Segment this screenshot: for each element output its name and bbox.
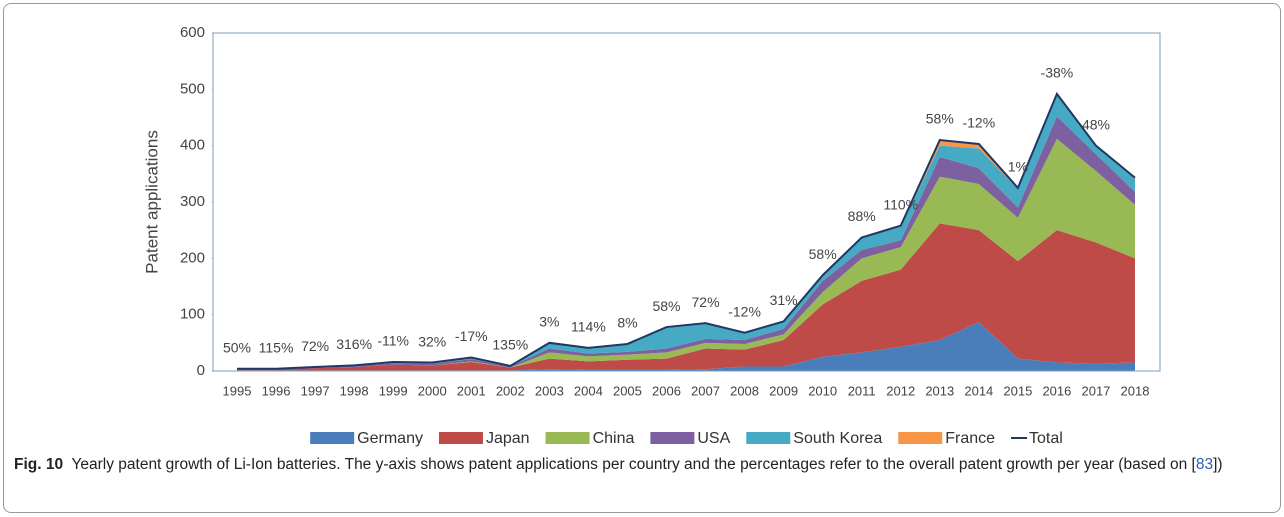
x-tick-label: 2015	[1003, 383, 1032, 398]
legend-label: China	[593, 430, 635, 447]
growth-label: -17%	[455, 328, 488, 344]
x-tick-label: 2016	[1042, 383, 1071, 398]
y-tick-label: 500	[180, 80, 205, 97]
growth-label: 1%	[1008, 159, 1028, 175]
x-tick-label: 2013	[925, 383, 954, 398]
x-tick-label: 2010	[808, 383, 837, 398]
frame	[3, 3, 1281, 513]
legend-label: South Korea	[793, 430, 882, 447]
growth-label: 316%	[336, 336, 372, 352]
growth-label: 114%	[571, 319, 606, 335]
legend-swatch	[545, 432, 590, 444]
caption-ref[interactable]: 83	[1195, 456, 1214, 473]
legend-label: Japan	[486, 430, 530, 447]
y-tick-label: 400	[180, 137, 205, 154]
total-line	[237, 91, 1136, 370]
area	[237, 321, 1135, 371]
x-tick-label: 1996	[262, 383, 291, 398]
growth-label: -38%	[1041, 65, 1074, 81]
x-tick-label: 1997	[301, 383, 330, 398]
caption-label: Fig. 10	[14, 456, 64, 473]
caption: Fig. 10 Yearly patent growth of Li-Ion b…	[14, 453, 1269, 477]
y-axis-label: Patent applications	[142, 130, 161, 274]
y-tick-label: 200	[180, 249, 205, 266]
growth-label: 32%	[418, 333, 446, 349]
x-tick-label: 2000	[418, 383, 447, 398]
growth-label: 72%	[692, 294, 720, 310]
growth-label: 31%	[770, 292, 798, 308]
x-tick-label: 2014	[964, 383, 993, 398]
x-tick-label: 1995	[223, 383, 252, 398]
legend-label: Germany	[357, 430, 423, 447]
y-tick-label: 0	[197, 362, 205, 379]
growth-label: 88%	[848, 208, 876, 224]
x-tick-label: 2018	[1121, 383, 1150, 398]
growth-label: 110%	[883, 196, 918, 212]
x-tick-label: 2012	[886, 383, 915, 398]
growth-label: 58%	[809, 246, 837, 262]
y-tick-label: 100	[180, 306, 205, 323]
growth-label: 48%	[1082, 116, 1110, 132]
growth-label: 50%	[223, 339, 251, 355]
growth-label: 58%	[652, 298, 680, 314]
x-tick-label: 2005	[613, 383, 642, 398]
growth-label: 135%	[492, 337, 528, 353]
x-tick-label: 1998	[340, 383, 369, 398]
area	[237, 223, 1135, 371]
x-tick-label: 2001	[457, 383, 486, 398]
x-tick-label: 2011	[848, 383, 876, 398]
growth-label: 72%	[301, 338, 329, 354]
x-tick-label: 2006	[652, 383, 681, 398]
legend-swatch	[438, 432, 483, 444]
chart: Patent applications 0 100 200 300 400 500 600 5…	[142, 24, 1161, 447]
legend-swatch	[650, 432, 695, 444]
growth-label: 115%	[259, 339, 294, 355]
x-tick-label: 2002	[496, 383, 525, 398]
caption-text-end: ])	[1213, 456, 1223, 473]
x-tick-label: 2007	[691, 383, 720, 398]
legend-swatch	[310, 432, 355, 444]
plot-border	[212, 32, 1161, 372]
growth-label: 8%	[617, 315, 637, 331]
y-tick-label: 300	[180, 193, 205, 210]
growth-label: 58%	[926, 111, 954, 127]
legend-label: Total	[1029, 430, 1063, 447]
growth-label: 3%	[539, 314, 559, 330]
caption-text: Yearly patent growth of Li-Ion batteries…	[71, 456, 1196, 473]
growth-label: -11%	[377, 333, 409, 349]
x-tick-label: 2003	[535, 383, 564, 398]
x-tick-label: 2009	[769, 383, 798, 398]
growth-label: -12%	[962, 115, 995, 131]
x-tick-label: 2004	[574, 383, 603, 398]
legend-label: USA	[697, 430, 730, 447]
x-tick-label: 2017	[1081, 383, 1110, 398]
legend-swatch	[746, 432, 791, 444]
growth-label: -12%	[728, 303, 761, 319]
x-tick-label: 1999	[379, 383, 408, 398]
x-tick-label: 2008	[730, 383, 759, 398]
legend-swatch	[898, 432, 943, 444]
legend-label: France	[945, 430, 995, 447]
y-tick-label: 600	[180, 24, 205, 41]
